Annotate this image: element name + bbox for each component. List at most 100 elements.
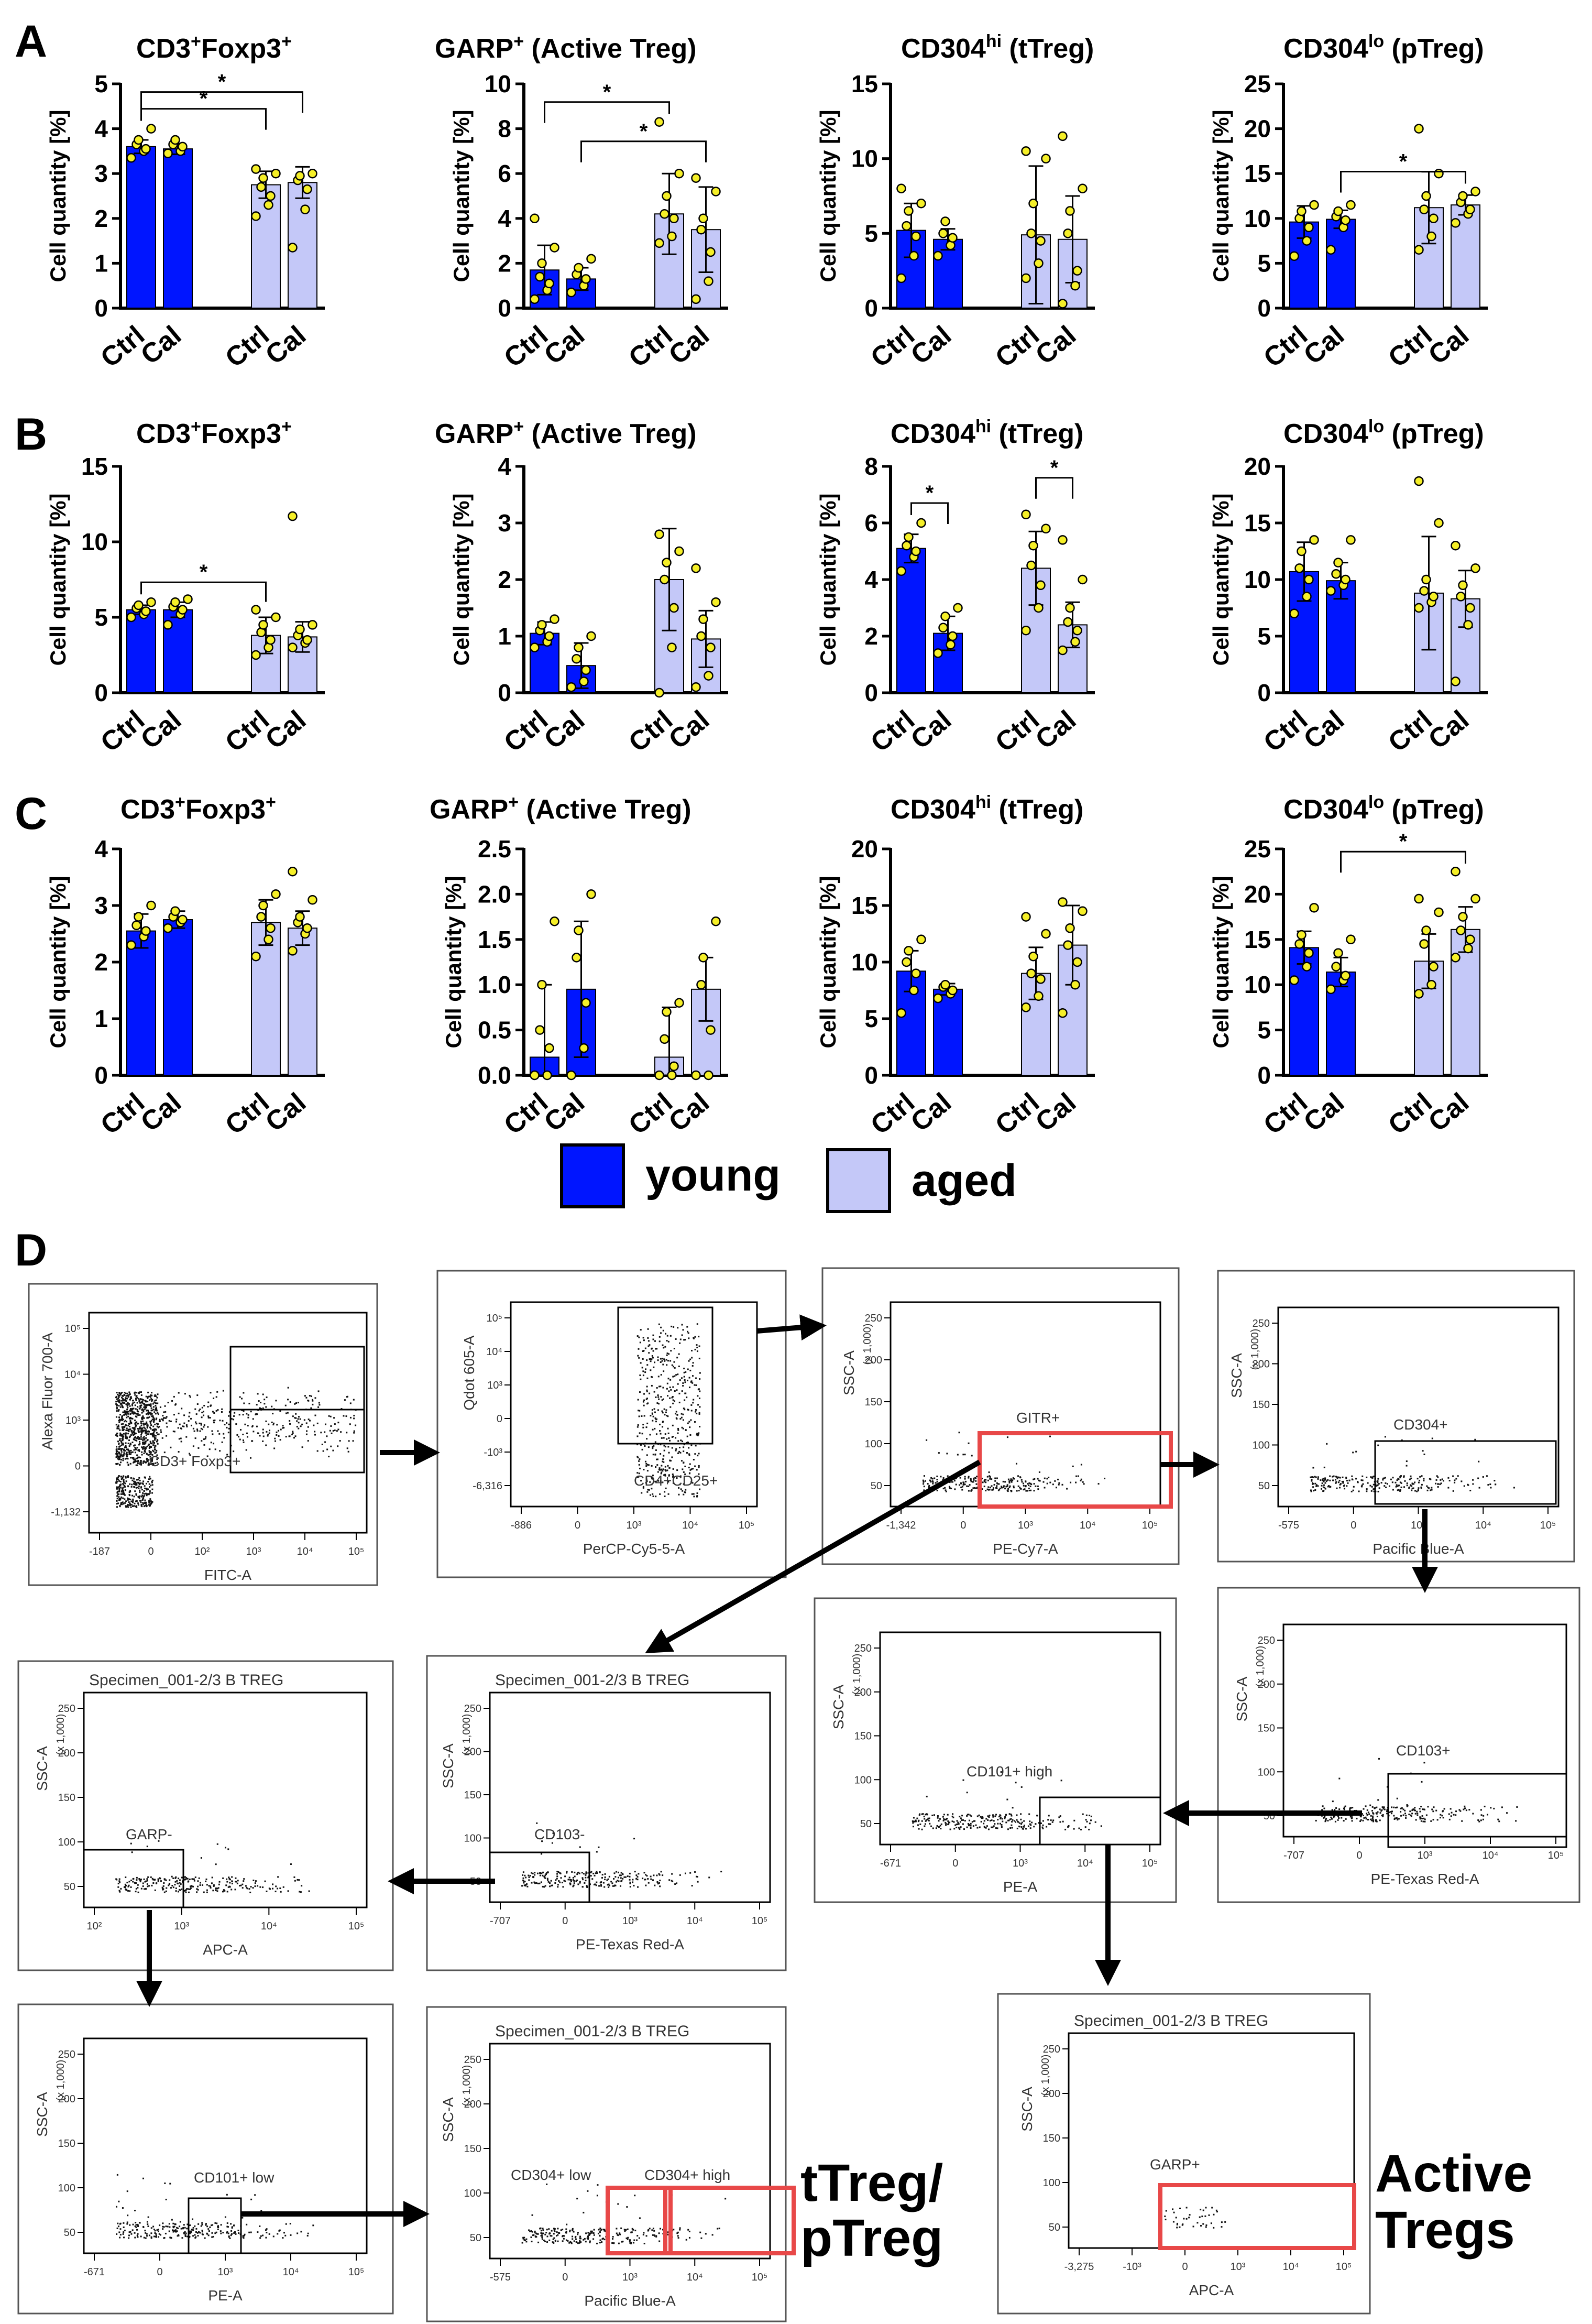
event-dot	[553, 2237, 555, 2239]
event-dot	[159, 1878, 161, 1880]
event-dot	[638, 1336, 640, 1338]
y-tick-label: 5	[864, 1005, 878, 1032]
event-dot	[643, 1404, 645, 1406]
event-dot	[126, 1882, 128, 1884]
event-dot	[664, 1491, 666, 1493]
event-dot	[959, 1477, 961, 1479]
event-dot	[222, 1390, 224, 1392]
event-dot	[655, 1348, 657, 1350]
event-dot	[664, 1360, 666, 1362]
event-dot	[643, 2232, 645, 2234]
x-axis-label: Pacific Blue-A	[1373, 1541, 1464, 1557]
event-dot	[637, 1424, 639, 1426]
event-dot	[200, 1423, 202, 1425]
event-dot	[162, 1415, 164, 1417]
event-dot	[229, 2237, 231, 2239]
y-tick-label: 10	[485, 70, 511, 97]
event-dot	[964, 1478, 966, 1480]
event-dot	[196, 1394, 199, 1396]
event-dot	[138, 1407, 140, 1409]
event-dot	[1355, 1450, 1357, 1453]
event-dot	[185, 2232, 187, 2234]
x-tick-label: 0	[157, 2266, 162, 2278]
event-dot	[349, 1402, 352, 1404]
event-dot	[145, 1446, 147, 1448]
event-dot	[132, 1878, 134, 1880]
event-dot	[1371, 1810, 1374, 1812]
event-dot	[159, 2234, 161, 2236]
event-dot	[1400, 1815, 1402, 1817]
event-dot	[140, 1464, 142, 1466]
event-dot	[1348, 1479, 1351, 1481]
event-dot	[530, 2236, 532, 2239]
event-dot	[129, 1428, 131, 1430]
event-dot	[213, 1885, 215, 1887]
event-dot	[127, 1464, 129, 1466]
event-dot	[689, 1469, 691, 1471]
event-dot	[214, 1420, 216, 1422]
y-axis-unit: (x 1,000)	[461, 2065, 473, 2107]
event-dot	[652, 1454, 654, 1456]
event-dot	[668, 1437, 670, 1439]
event-dot	[1494, 1480, 1496, 1482]
event-dot	[985, 1479, 987, 1481]
event-dot	[116, 1426, 118, 1428]
event-dot	[1373, 1820, 1375, 1823]
event-dot	[652, 1420, 654, 1422]
event-dot	[151, 1479, 153, 1481]
event-dot	[262, 1886, 264, 1889]
event-dot	[656, 1464, 658, 1466]
event-dot	[1009, 1485, 1011, 1487]
event-dot	[1392, 1489, 1394, 1491]
event-dot	[137, 1504, 139, 1506]
event-dot	[1516, 1806, 1518, 1808]
x-tick-label: 10⁵	[1142, 1858, 1158, 1869]
event-dot	[147, 1433, 149, 1435]
data-point	[1302, 236, 1312, 246]
event-dot	[1436, 1475, 1438, 1477]
event-dot	[144, 1442, 146, 1444]
event-dot	[1020, 1813, 1022, 1815]
event-dot	[662, 1363, 664, 1366]
event-dot	[608, 1875, 610, 1878]
event-dot	[192, 1445, 194, 1447]
event-dot	[525, 2241, 528, 2243]
event-dot	[211, 1882, 213, 1884]
event-dot	[688, 1447, 690, 1449]
event-dot	[149, 1486, 151, 1488]
event-dot	[1090, 1815, 1092, 1817]
title-part: CD304	[1283, 794, 1368, 825]
event-dot	[695, 1411, 697, 1413]
event-dot	[994, 1477, 996, 1479]
event-dot	[945, 1490, 947, 1492]
event-dot	[126, 1410, 128, 1412]
event-dot	[121, 1402, 123, 1404]
event-dot	[1424, 1820, 1426, 1823]
event-dot	[287, 1399, 289, 1401]
x-tick-label: 10³	[1018, 1520, 1033, 1531]
plot-area	[83, 1692, 368, 1908]
event-dot	[138, 1449, 140, 1451]
event-dot	[696, 1347, 698, 1349]
event-dot	[1030, 1489, 1032, 1491]
event-dot	[635, 1874, 638, 1876]
event-dot	[135, 1494, 137, 1496]
event-dot	[599, 2242, 601, 2244]
event-dot	[118, 1395, 120, 1398]
event-dot	[643, 1339, 645, 1341]
event-dot	[146, 1846, 148, 1848]
event-dot	[234, 1889, 236, 1891]
event-dot	[915, 1820, 917, 1823]
event-dot	[207, 1401, 210, 1403]
event-dot	[962, 1779, 964, 1781]
event-dot	[562, 2229, 564, 2231]
event-dot	[199, 1430, 201, 1432]
event-dot	[989, 1819, 991, 1821]
event-dot	[664, 1466, 666, 1468]
event-dot	[152, 1882, 155, 1884]
event-dot	[924, 1825, 926, 1827]
event-dot	[639, 2217, 641, 2219]
x-tick-label: 0	[562, 1915, 568, 1927]
data-point	[1331, 569, 1341, 579]
